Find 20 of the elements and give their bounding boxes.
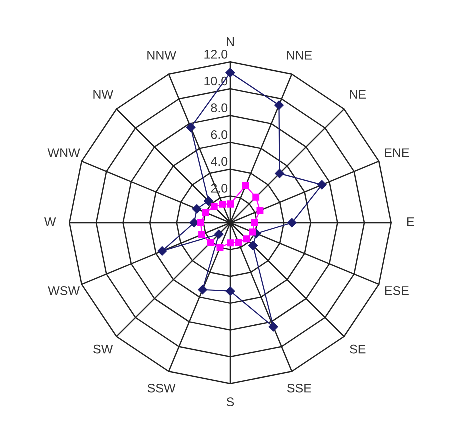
spoke-label: SW	[94, 344, 114, 354]
spoke-label: NE	[350, 90, 366, 99]
y-tick-label: 4.0	[211, 157, 228, 166]
spoke-label: N	[227, 37, 234, 46]
spoke-label: WNW	[48, 148, 80, 158]
y-tick-label: 6.0	[211, 130, 228, 140]
spoke-label: ESE	[385, 286, 409, 296]
spoke-label: NNW	[148, 51, 176, 60]
spoke-label: S	[226, 398, 234, 407]
y-tick-label: 12.0	[204, 50, 228, 59]
spoke-label: NW	[94, 90, 114, 99]
spoke-label: E	[408, 218, 414, 226]
y-tick-label: 8.0	[211, 104, 228, 112]
spoke-label: SSE	[288, 384, 312, 393]
spoke-label: ENE	[385, 148, 410, 158]
spoke-label: NNE	[287, 51, 312, 60]
spoke-label: W	[44, 218, 56, 226]
spoke-label: WSW	[48, 286, 80, 296]
spoke-label: SSW	[148, 384, 176, 393]
spoke-label: SE	[350, 344, 366, 354]
